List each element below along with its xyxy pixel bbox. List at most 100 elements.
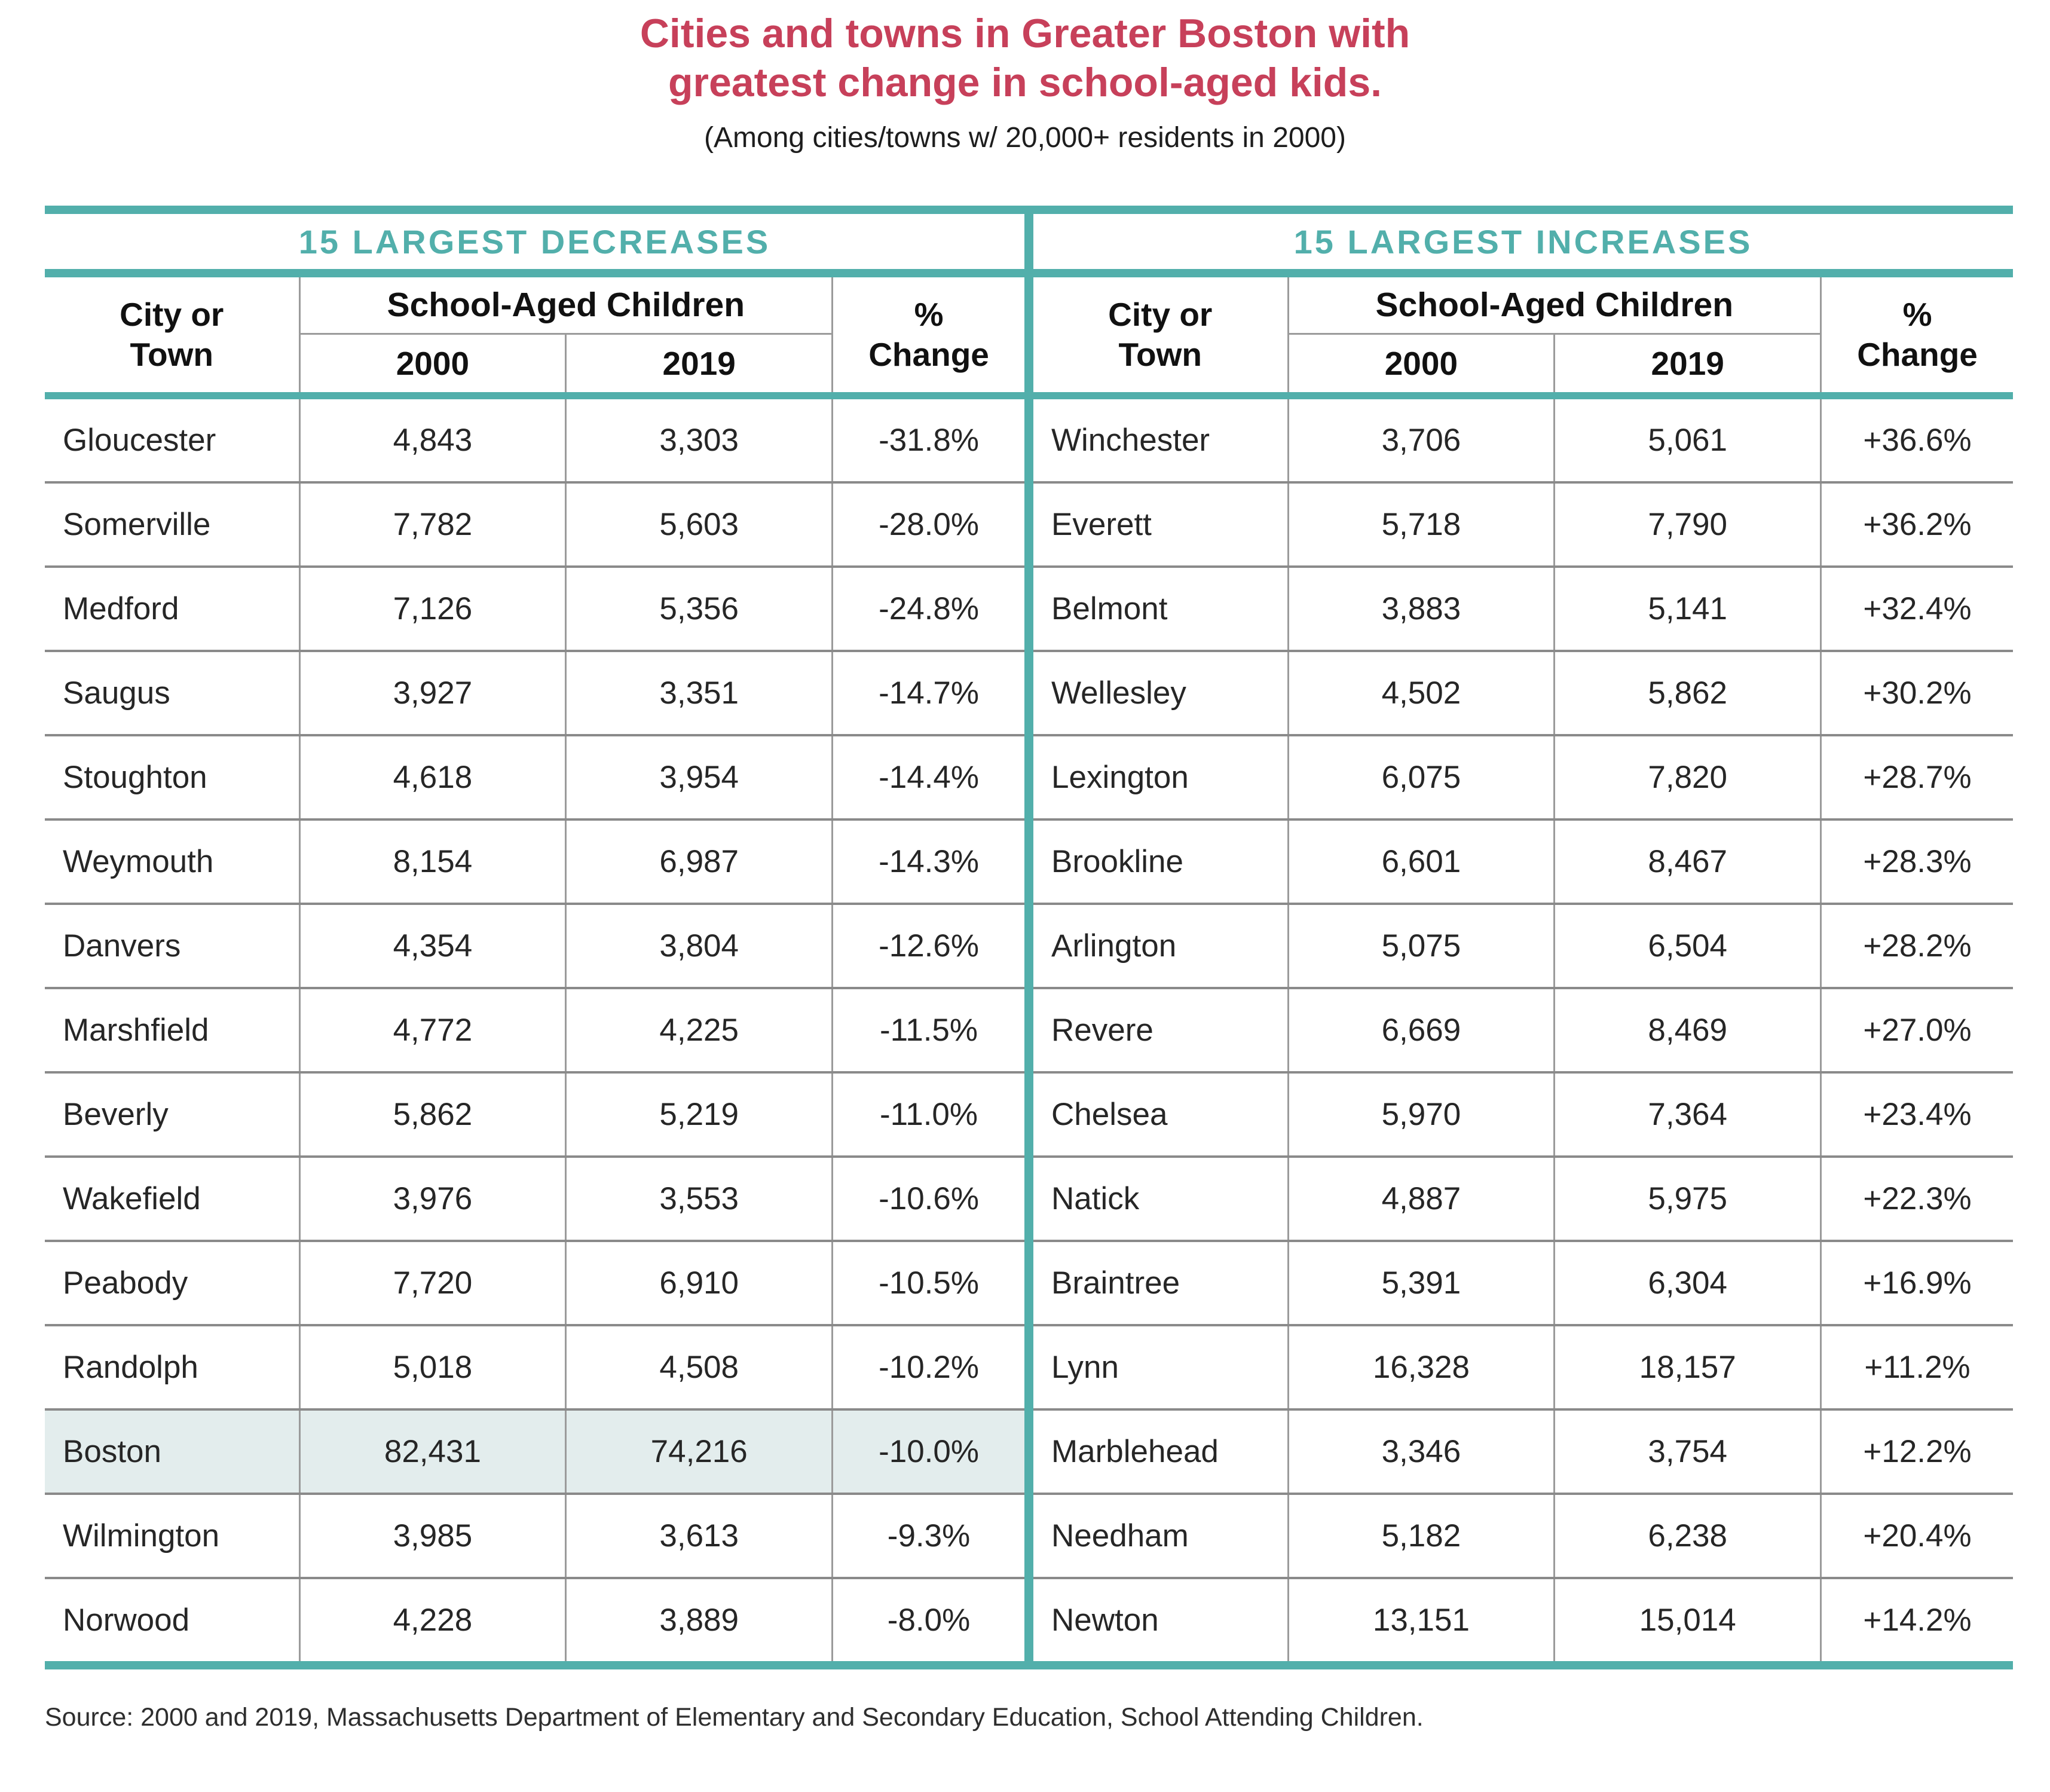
table-row: Wakefield 3,976 3,553 -10.6% [45, 1155, 1024, 1240]
table-row: Weymouth 8,154 6,987 -14.3% [45, 818, 1024, 903]
value-2019-cell: 18,157 [1553, 1326, 1820, 1409]
table-row: Chelsea 5,970 7,364 +23.4% [1033, 1071, 2013, 1156]
city-cell: Lexington [1051, 760, 1189, 796]
pct-change-cell: -9.3% [831, 1495, 1024, 1577]
value-2019-cell: 6,238 [1553, 1495, 1820, 1577]
section-title-increases: 15 LARGEST INCREASES [1293, 222, 1753, 261]
infographic-page: Cities and towns in Greater Boston with … [0, 10, 2050, 1732]
page-title-line1: Cities and towns in Greater Boston with [640, 11, 1410, 56]
value-2019-cell: 6,304 [1553, 1242, 1820, 1325]
value-2000-cell: 4,502 [1287, 652, 1554, 735]
city-cell: Norwood [63, 1603, 190, 1638]
city-cell: Marblehead [1051, 1434, 1219, 1470]
table-row: Saugus 3,927 3,351 -14.7% [45, 650, 1024, 735]
pct-change-cell: +32.4% [1820, 568, 2013, 650]
value-2019-cell: 5,141 [1553, 568, 1820, 650]
table-row: Danvers 4,354 3,804 -12.6% [45, 903, 1024, 987]
col-header-2019: 2019 [1553, 335, 1820, 393]
pct-change-cell: -8.0% [831, 1579, 1024, 1662]
city-cell: Brookline [1051, 844, 1183, 880]
section-title-band: 15 LARGEST DECREASES 15 LARGEST INCREASE… [45, 214, 2013, 270]
col-header-2000: 2000 [1287, 335, 1554, 393]
table-row: Wellesley 4,502 5,862 +30.2% [1033, 650, 2013, 735]
value-2019-cell: 5,061 [1553, 399, 1820, 482]
value-2000-cell: 16,328 [1287, 1326, 1554, 1409]
pct-change-cell: +14.2% [1820, 1579, 2013, 1662]
table-row-highlighted-boston: Boston 82,431 74,216 -10.0% [45, 1408, 1024, 1493]
value-2000-cell: 5,018 [298, 1326, 565, 1409]
value-2019-cell: 8,467 [1553, 821, 1820, 903]
value-2000-cell: 3,985 [298, 1495, 565, 1577]
page-title-line2: greatest change in school-aged kids. [668, 59, 1382, 105]
city-cell: Wilmington [63, 1518, 220, 1554]
pct-change-cell: +11.2% [1820, 1326, 2013, 1409]
table-row: Natick 4,887 5,975 +22.3% [1033, 1155, 2013, 1240]
teal-rule-under-sections [45, 269, 2013, 278]
table-row: Marblehead 3,346 3,754 +12.2% [1033, 1408, 2013, 1493]
table-row: Marshfield 4,772 4,225 -11.5% [45, 987, 1024, 1072]
table-row: Everett 5,718 7,790 +36.2% [1033, 481, 2013, 566]
table-row: Peabody 7,720 6,910 -10.5% [45, 1240, 1024, 1325]
value-2019-cell: 3,351 [565, 652, 831, 735]
col-header-pct-change: % Change [831, 277, 1024, 393]
value-2019-cell: 4,225 [565, 989, 831, 1072]
value-2000-cell: 3,346 [1287, 1411, 1554, 1493]
city-cell: Chelsea [1051, 1097, 1168, 1133]
col-header-group: School-Aged Children [298, 277, 832, 335]
value-2000-cell: 6,601 [1287, 821, 1554, 903]
city-cell: Stoughton [63, 760, 207, 796]
value-2000-cell: 7,126 [298, 568, 565, 650]
city-cell: Needham [1051, 1518, 1189, 1554]
table-row: Gloucester 4,843 3,303 -31.8% [45, 399, 1024, 482]
table-row: Medford 7,126 5,356 -24.8% [45, 565, 1024, 650]
value-2000-cell: 4,772 [298, 989, 565, 1072]
value-2019-cell: 15,014 [1553, 1579, 1820, 1662]
city-cell: Beverly [63, 1097, 169, 1133]
value-2000-cell: 3,976 [298, 1158, 565, 1240]
pct-change-cell: -12.6% [831, 905, 1024, 987]
teal-rule-under-headers [45, 392, 2013, 400]
value-2000-cell: 7,720 [298, 1242, 565, 1325]
value-2019-cell: 3,754 [1553, 1411, 1820, 1493]
value-2019-cell: 3,889 [565, 1579, 831, 1662]
city-cell: Medford [63, 591, 179, 627]
pct-change-cell: +28.3% [1820, 821, 2013, 903]
city-cell: Peabody [63, 1265, 188, 1301]
table-row: Winchester 3,706 5,061 +36.6% [1033, 399, 2013, 482]
pct-change-cell: +30.2% [1820, 652, 2013, 735]
value-2019-cell: 74,216 [565, 1411, 832, 1493]
panel-divider [1024, 277, 1033, 393]
city-cell: Arlington [1051, 928, 1177, 964]
value-2019-cell: 3,303 [565, 399, 831, 482]
table-row: Newton 13,151 15,014 +14.2% [1033, 1577, 2013, 1662]
city-cell: Somerville [63, 507, 211, 543]
pct-change-cell: +12.2% [1820, 1411, 2013, 1493]
pct-change-cell: -10.0% [831, 1411, 1024, 1493]
value-2000-cell: 3,883 [1287, 568, 1554, 650]
teal-rule-top [45, 206, 2013, 215]
value-2000-cell: 4,887 [1287, 1158, 1554, 1240]
city-cell: Natick [1051, 1181, 1140, 1217]
value-2019-cell: 3,804 [565, 905, 831, 987]
pct-change-cell: +36.2% [1820, 484, 2013, 566]
value-2019-cell: 4,508 [565, 1326, 831, 1409]
table-row: Lexington 6,075 7,820 +28.7% [1033, 734, 2013, 819]
table-row: Needham 5,182 6,238 +20.4% [1033, 1493, 2013, 1577]
value-2019-cell: 6,504 [1553, 905, 1820, 987]
pct-change-cell: -14.4% [831, 736, 1024, 819]
value-2000-cell: 3,927 [298, 652, 565, 735]
value-2019-cell: 3,954 [565, 736, 831, 819]
value-2019-cell: 5,603 [565, 484, 831, 566]
city-cell: Saugus [63, 675, 170, 711]
page-title: Cities and towns in Greater Boston with … [0, 10, 2050, 107]
panel-divider [1024, 399, 1033, 1662]
page-subtitle: (Among cities/towns w/ 20,000+ residents… [704, 122, 1346, 154]
value-2019-cell: 5,219 [565, 1074, 831, 1156]
col-header-city: City or Town [1108, 296, 1213, 374]
value-2000-cell: 6,075 [1287, 736, 1554, 819]
city-cell: Braintree [1051, 1265, 1180, 1301]
table-row: Norwood 4,228 3,889 -8.0% [45, 1577, 1024, 1662]
table-row: Randolph 5,018 4,508 -10.2% [45, 1324, 1024, 1409]
pct-change-cell: -10.6% [831, 1158, 1024, 1240]
value-2000-cell: 5,391 [1287, 1242, 1554, 1325]
